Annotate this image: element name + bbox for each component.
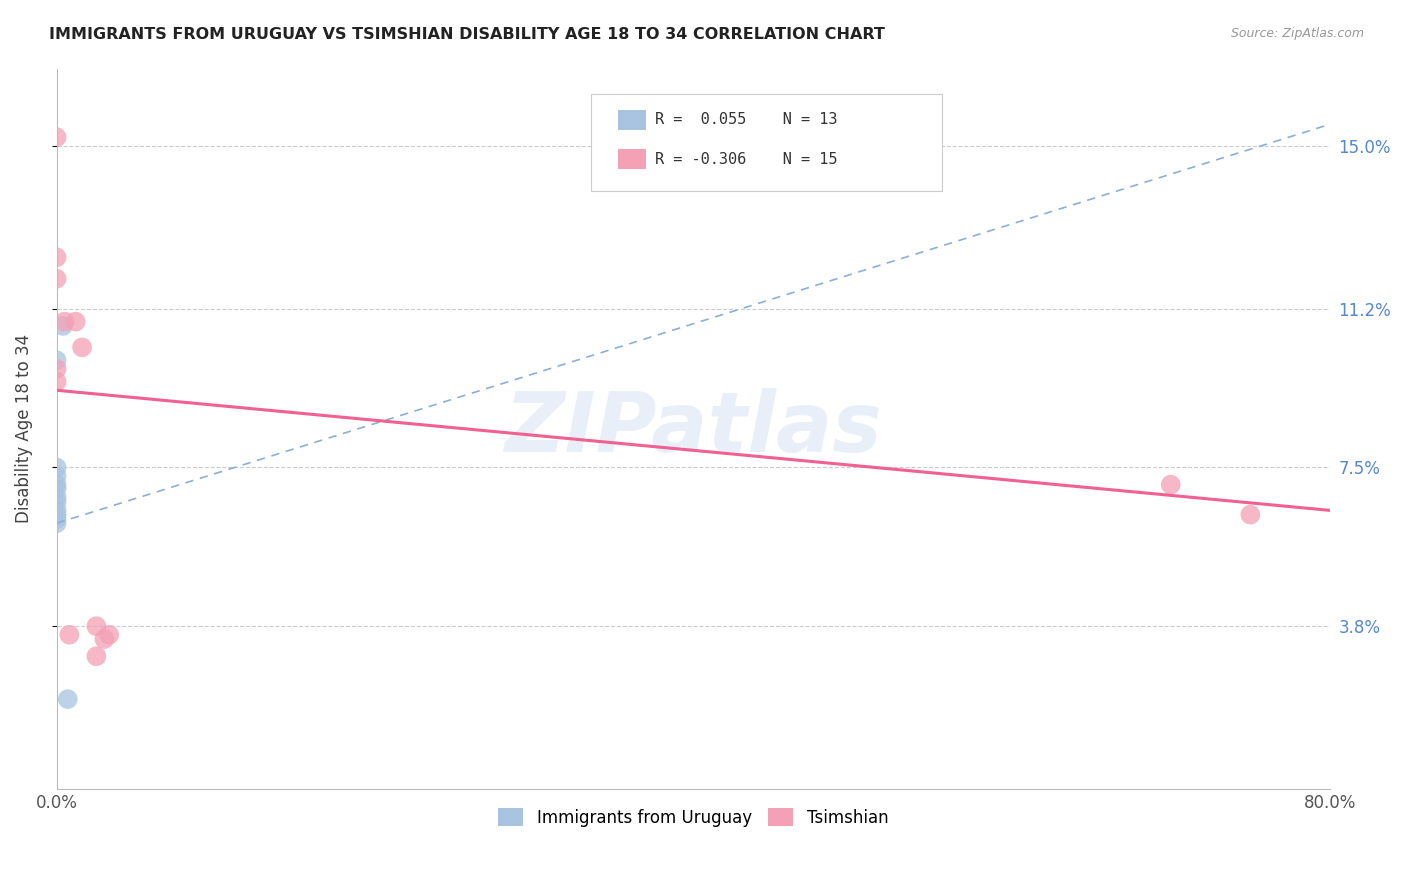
Point [45,361,67,376]
Point [45,516,67,531]
Point [93,632,115,646]
Point [65,315,87,329]
Point [45,271,67,285]
Point [45,508,67,522]
Text: R = -0.306    N = 15: R = -0.306 N = 15 [655,152,838,167]
Point [1160,477,1182,491]
Point [52,318,75,333]
Point [45,460,67,475]
Point [45,512,67,526]
Point [45,503,67,517]
Point [45,495,67,509]
Text: IMMIGRANTS FROM URUGUAY VS TSIMSHIAN DISABILITY AGE 18 TO 34 CORRELATION CHART: IMMIGRANTS FROM URUGUAY VS TSIMSHIAN DIS… [49,27,886,42]
Point [45,482,67,496]
Point [98,628,121,642]
Text: ZIPatlas: ZIPatlas [505,388,882,469]
Text: Source: ZipAtlas.com: Source: ZipAtlas.com [1230,27,1364,40]
Point [45,469,67,483]
Point [45,130,67,145]
Point [45,250,67,264]
Point [45,353,67,368]
Point [1239,508,1261,522]
Text: R =  0.055    N = 13: R = 0.055 N = 13 [655,112,838,128]
Point [45,491,67,505]
Point [86,619,108,633]
Y-axis label: Disability Age 18 to 34: Disability Age 18 to 34 [15,334,32,524]
Legend: Immigrants from Uruguay, Tsimshian: Immigrants from Uruguay, Tsimshian [489,800,897,835]
Point [58,628,80,642]
Point [45,477,67,491]
FancyBboxPatch shape [619,110,647,129]
FancyBboxPatch shape [619,149,647,169]
Point [56,692,79,706]
Point [53,315,76,329]
Point [45,375,67,389]
FancyBboxPatch shape [592,94,942,191]
Point [86,649,108,664]
Point [70,340,93,354]
